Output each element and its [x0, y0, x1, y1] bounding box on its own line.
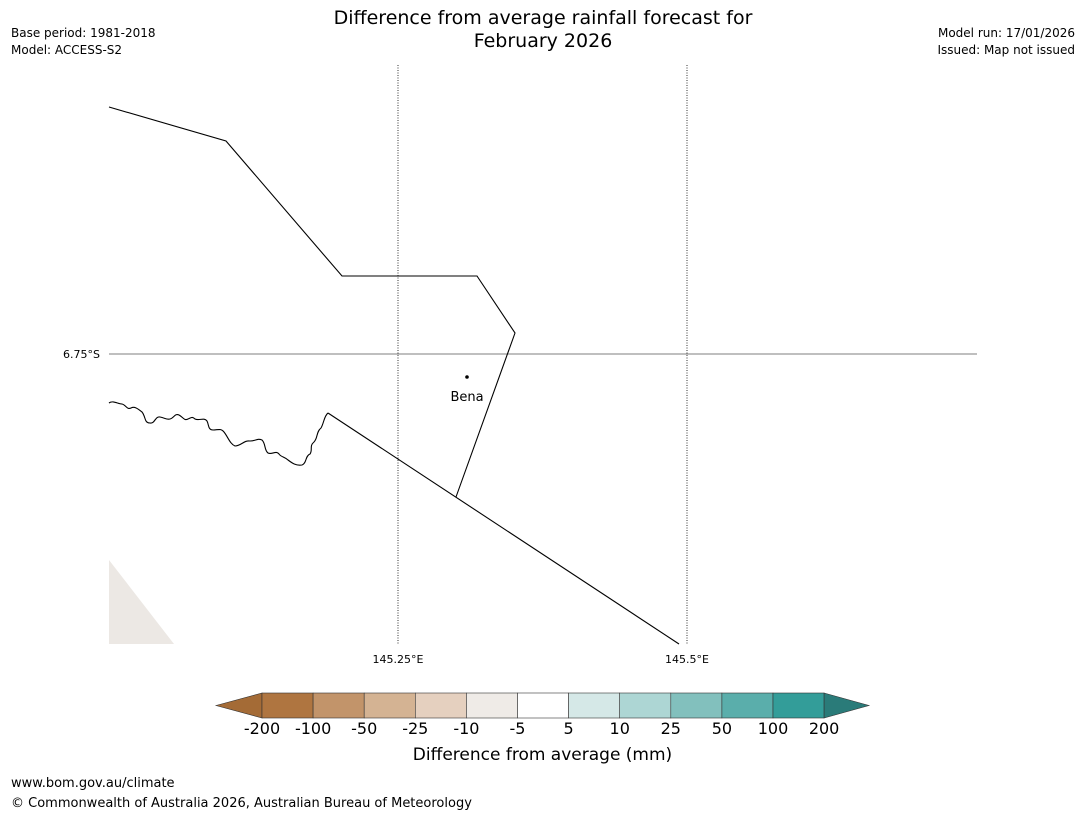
bena-marker [465, 375, 469, 379]
colorbar-segment [568, 692, 620, 719]
shaded-area [109, 560, 174, 644]
colorbar-tick-label: -5 [509, 719, 526, 738]
colorbar-tick-label: -50 [351, 719, 378, 738]
title-line-2: February 2026 [473, 30, 613, 52]
title-line-1: Difference from average rainfall forecas… [333, 7, 753, 29]
colorbar-tick-label: -200 [243, 719, 281, 738]
longitude-label-2: 145.5°E [665, 653, 709, 666]
colorbar-segment [363, 692, 416, 719]
colorbar-tick-label: 5 [563, 719, 574, 738]
colorbar-segment [414, 692, 467, 719]
colorbar-label: Difference from average (mm) [412, 745, 673, 765]
colorbar-tick-label: 50 [711, 719, 733, 738]
colorbar-segment [619, 692, 672, 719]
footer-url: www.bom.gov.au/climate [11, 776, 175, 791]
colorbar-segment [466, 692, 518, 719]
colorbar-tick-label: 100 [757, 719, 789, 738]
coastline-boundary [108, 401, 329, 466]
colorbar-segment [670, 692, 723, 719]
colorbar-ticks: -200 -100 -50 -25 -10 -5 5 10 25 50 100 200 [0, 720, 1085, 740]
colorbar-segment [312, 692, 365, 719]
colorbar-segment [517, 692, 569, 719]
region-boundary-north [108, 106, 516, 498]
colorbar-tick-label: 10 [609, 719, 630, 738]
footer-copyright: © Commonwealth of Australia 2026, Austra… [11, 796, 472, 811]
colorbar-tick-label: 200 [808, 719, 840, 738]
region-boundary-south [327, 412, 680, 645]
colorbar-tick-label: -25 [402, 719, 429, 738]
model-run: Model run: 17/01/2026 [937, 26, 1075, 40]
colorbar-tick-label: -100 [294, 719, 332, 738]
colorbar-segment [261, 692, 314, 719]
longitude-label-1: 145.25°E [373, 653, 424, 666]
latitude-label: 6.75°S [63, 348, 100, 361]
colorbar-extend-low [214, 692, 263, 719]
meta-right: Model run: 17/01/2026 Issued: Map not is… [937, 25, 1075, 59]
colorbar-segment [772, 692, 825, 719]
colorbar [214, 692, 871, 719]
colorbar-tick-label: -10 [453, 719, 480, 738]
issued-status: Issued: Map not issued [937, 43, 1075, 57]
base-period: Base period: 1981-2018 [11, 26, 156, 40]
colorbar-segment [721, 692, 774, 719]
colorbar-tick-label: 25 [660, 719, 681, 738]
bena-label: Bena [450, 390, 483, 405]
meta-left: Base period: 1981-2018 Model: ACCESS-S2 [11, 25, 156, 59]
map-title: Difference from average rainfall forecas… [243, 7, 843, 53]
colorbar-extend-high [823, 692, 871, 719]
model-name: Model: ACCESS-S2 [11, 43, 123, 57]
